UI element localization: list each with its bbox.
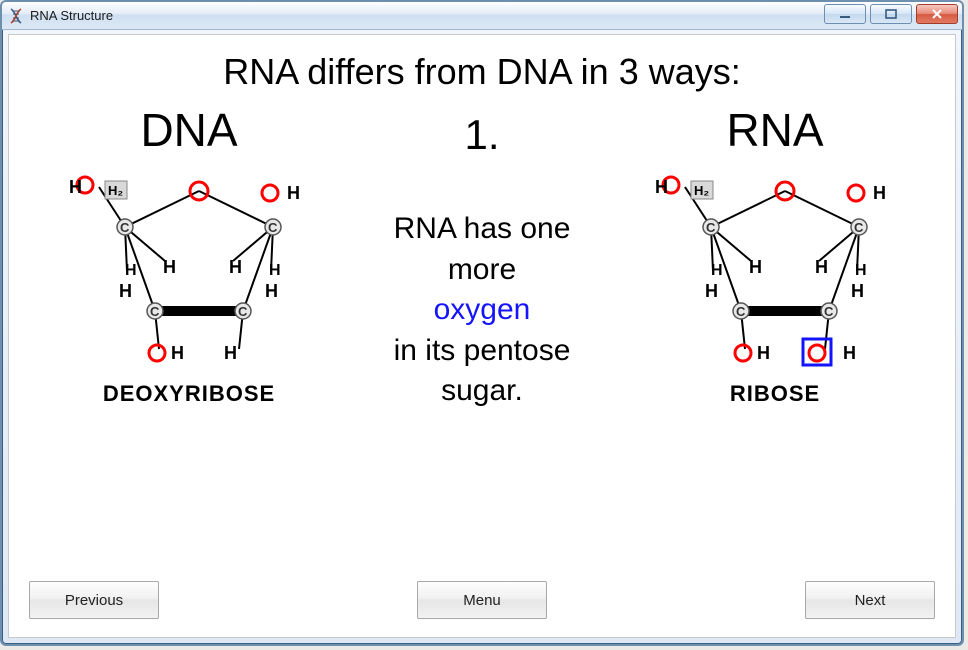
svg-text:H: H	[229, 257, 242, 277]
text-line3: in its pentose	[394, 334, 571, 367]
svg-text:H: H	[757, 343, 770, 363]
svg-text:H: H	[873, 183, 886, 203]
rna-title: RNA	[625, 103, 925, 157]
nav-row: Previous Menu Next	[29, 581, 935, 619]
menu-label: Menu	[463, 592, 501, 609]
svg-text:C: C	[150, 304, 160, 319]
text-line4: sugar.	[441, 374, 523, 407]
center-text: RNA has one more oxygen in its pentose s…	[342, 209, 622, 412]
svg-text:C: C	[268, 220, 278, 235]
rna-column: RNA H₂CCCCHHHHHHHHHH RIBOSE	[625, 103, 925, 412]
svg-text:H: H	[69, 177, 82, 197]
svg-text:H: H	[119, 281, 132, 301]
rna-sugar-name: RIBOSE	[625, 381, 925, 407]
svg-text:H: H	[224, 343, 237, 363]
svg-text:C: C	[736, 304, 746, 319]
svg-text:H: H	[843, 343, 856, 363]
svg-text:H₂: H₂	[108, 183, 123, 198]
step-number: 1.	[342, 111, 622, 159]
svg-text:C: C	[238, 304, 248, 319]
content-area: RNA differs from DNA in 3 ways: DNA H₂ C C…	[8, 34, 956, 638]
svg-text:H: H	[163, 257, 176, 277]
svg-text:H: H	[705, 281, 718, 301]
svg-text:H: H	[171, 343, 184, 363]
svg-text:H: H	[851, 281, 864, 301]
ribose-structure: H₂CCCCHHHHHHHHHH	[645, 163, 905, 373]
text-highlight: oxygen	[434, 293, 531, 326]
app-icon	[8, 8, 24, 24]
svg-text:H: H	[749, 257, 762, 277]
svg-text:H: H	[265, 281, 278, 301]
menu-button[interactable]: Menu	[417, 581, 547, 619]
svg-text:H: H	[125, 262, 137, 279]
deoxyribose-structure: H₂CCCCHHHHHHHHHH	[59, 163, 319, 373]
svg-text:C: C	[706, 220, 716, 235]
next-label: Next	[855, 592, 886, 609]
text-line2: more	[448, 253, 516, 286]
svg-text:H: H	[287, 183, 300, 203]
svg-text:H₂: H₂	[694, 183, 709, 198]
next-button[interactable]: Next	[805, 581, 935, 619]
columns: DNA H₂CCCCHHHHHHHHHH DEOXYRIBOSE 1. RNA …	[9, 93, 955, 412]
text-line1: RNA has one	[394, 212, 571, 245]
svg-text:H: H	[655, 177, 668, 197]
dna-column: DNA H₂CCCCHHHHHHHHHH DEOXYRIBOSE	[39, 103, 339, 412]
previous-button[interactable]: Previous	[29, 581, 159, 619]
titlebar: RNA Structure	[2, 2, 962, 30]
minimize-button[interactable]	[824, 4, 866, 24]
window-title: RNA Structure	[30, 8, 113, 23]
center-column: 1. RNA has one more oxygen in its pentos…	[342, 103, 622, 412]
svg-text:H: H	[855, 262, 867, 279]
dna-sugar-name: DEOXYRIBOSE	[39, 381, 339, 407]
dna-title: DNA	[39, 103, 339, 157]
svg-text:H: H	[269, 262, 281, 279]
window-controls	[824, 4, 958, 24]
svg-text:H: H	[711, 262, 723, 279]
close-button[interactable]	[916, 4, 958, 24]
svg-text:C: C	[120, 220, 130, 235]
window-frame: RNA Structure RNA differs from DNA in 3 …	[0, 0, 964, 646]
svg-text:C: C	[854, 220, 864, 235]
page-heading: RNA differs from DNA in 3 ways:	[9, 51, 955, 93]
previous-label: Previous	[65, 592, 123, 609]
maximize-button[interactable]	[870, 4, 912, 24]
svg-text:H: H	[815, 257, 828, 277]
svg-text:C: C	[824, 304, 834, 319]
